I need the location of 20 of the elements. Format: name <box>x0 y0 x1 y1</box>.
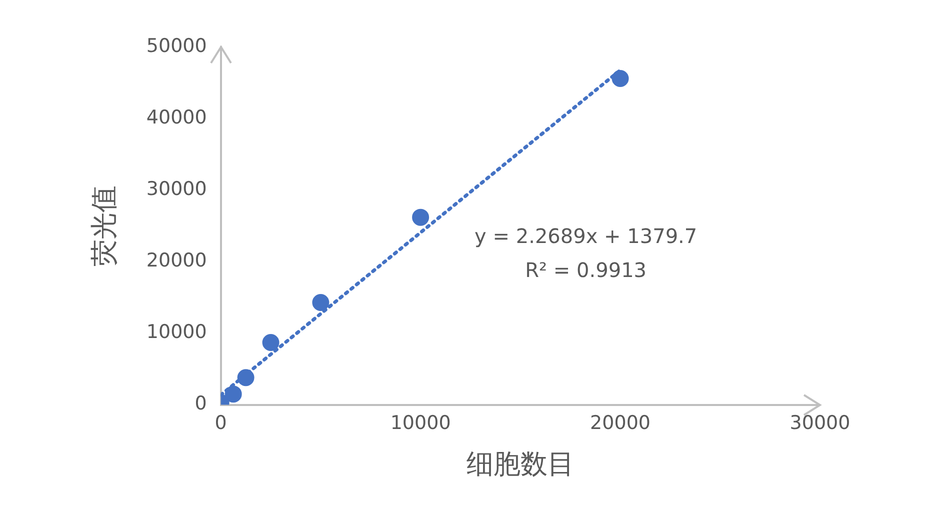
x-tick-label: 0 <box>214 412 227 434</box>
annotation: y = 2.2689x + 1379.7 <box>474 224 698 248</box>
point <box>237 369 254 386</box>
y-tick-label: 50000 <box>146 34 207 57</box>
y-tick-label: 10000 <box>146 321 207 344</box>
point <box>262 334 280 352</box>
x-tick-label: 10000 <box>390 412 451 434</box>
point <box>224 386 242 403</box>
y-axis-title: 荧光值 <box>89 185 120 266</box>
annotation: R² = 0.9913 <box>525 258 647 282</box>
y-tick-label: 20000 <box>146 250 207 272</box>
point <box>612 70 629 87</box>
x-tick-label: 30000 <box>790 412 850 434</box>
y-tick-label: 0 <box>194 392 207 415</box>
y-tick-label: 30000 <box>146 178 207 200</box>
x-axis-title: 细胞数目 <box>466 448 574 480</box>
y-tick-label: 40000 <box>146 106 207 128</box>
point <box>312 294 330 311</box>
x-tick-label: 20000 <box>590 412 651 434</box>
point <box>412 208 430 226</box>
